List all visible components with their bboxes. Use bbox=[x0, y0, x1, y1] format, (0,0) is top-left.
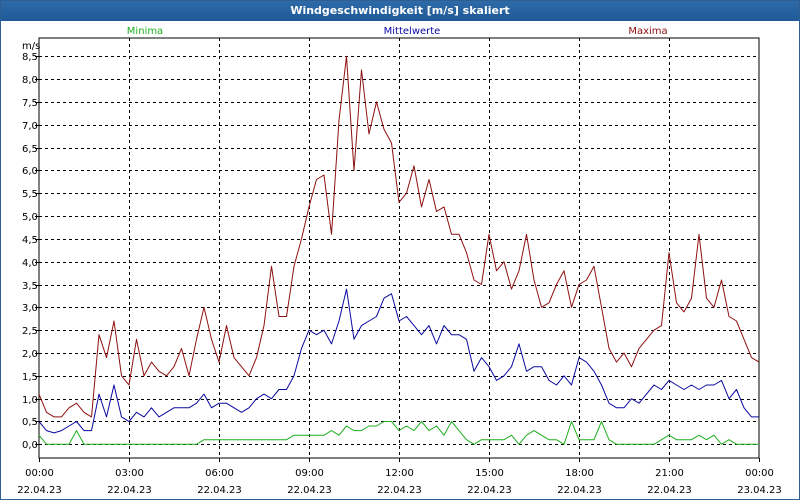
y-tick-label: 6,5 bbox=[22, 144, 38, 155]
chart-title: Windgeschwindigkeit [m/s] skaliert bbox=[1, 1, 799, 21]
y-tick-label: 4,0 bbox=[22, 258, 38, 269]
x-tick-time: 00:00 bbox=[745, 468, 774, 479]
legend-entry: Maxima bbox=[628, 26, 667, 37]
y-tick-label: 2,5 bbox=[22, 326, 38, 337]
series-line-maxima bbox=[38, 55, 760, 418]
y-tick-label: 3,0 bbox=[22, 303, 38, 314]
x-tick-time: 09:00 bbox=[295, 468, 324, 479]
legend-entry: Mittelwerte bbox=[384, 26, 441, 37]
x-tick-time: 18:00 bbox=[565, 468, 594, 479]
x-tick-time: 21:00 bbox=[655, 468, 684, 479]
y-tick-label: 8,5 bbox=[22, 52, 38, 63]
x-tick-date: 22.04.23 bbox=[377, 485, 422, 496]
y-tick-label: 7,0 bbox=[22, 121, 38, 132]
x-tick-time: 06:00 bbox=[205, 468, 234, 479]
x-tick-date: 22.04.23 bbox=[17, 485, 62, 496]
y-tick-label: 6,0 bbox=[22, 166, 38, 177]
y-tick-label: 4,5 bbox=[22, 235, 38, 246]
x-tick-time: 15:00 bbox=[475, 468, 504, 479]
y-tick-label: 1,0 bbox=[22, 395, 38, 406]
x-tick-date: 22.04.23 bbox=[107, 485, 152, 496]
x-tick-time: 12:00 bbox=[385, 468, 414, 479]
y-tick-label: 1,5 bbox=[22, 372, 38, 383]
x-tick-date: 22.04.23 bbox=[647, 485, 692, 496]
x-tick-date: 23.04.23 bbox=[737, 485, 782, 496]
x-tick-date: 22.04.23 bbox=[557, 485, 602, 496]
series-line-mittelwerte bbox=[38, 288, 759, 434]
x-tick-time: 00:00 bbox=[25, 468, 54, 479]
y-tick-label: 7,5 bbox=[22, 98, 38, 109]
x-tick-date: 22.04.23 bbox=[287, 485, 332, 496]
x-tick-date: 22.04.23 bbox=[467, 485, 512, 496]
y-tick-label: 8,0 bbox=[22, 75, 38, 86]
y-tick-label: 0,5 bbox=[22, 417, 38, 428]
y-tick-label: 5,5 bbox=[22, 189, 38, 200]
y-tick-label: 5,0 bbox=[22, 212, 38, 223]
x-tick-time: 03:00 bbox=[115, 468, 144, 479]
x-tick-date: 22.04.23 bbox=[197, 485, 242, 496]
y-tick-label: 2,0 bbox=[22, 349, 38, 360]
y-tick-label: 0,0 bbox=[22, 440, 38, 451]
series-line-minima bbox=[38, 421, 759, 445]
y-axis-label: m/s bbox=[22, 41, 40, 52]
y-tick-label: 3,5 bbox=[22, 281, 38, 292]
legend-entry: Minima bbox=[127, 26, 163, 37]
